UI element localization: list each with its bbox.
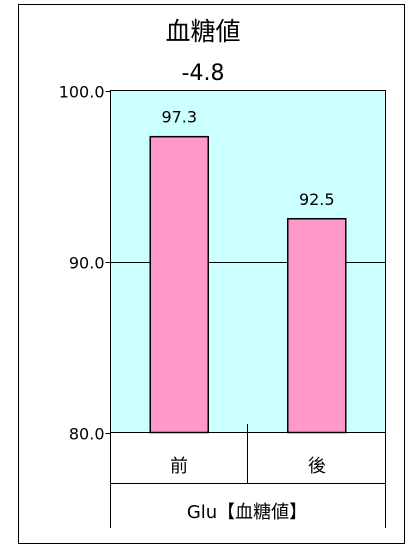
data-label-前: 97.3 [161, 108, 197, 127]
data-labels: 97.3 92.5 [161, 108, 334, 209]
category-label-後: 後 [308, 456, 326, 477]
category-label-前: 前 [170, 456, 188, 477]
data-label-後: 92.5 [299, 190, 335, 209]
y-tick-label: 80.0 [69, 425, 105, 444]
bar-前 [149, 135, 209, 434]
bars [149, 135, 347, 434]
chart-title: 血糖値 [165, 17, 240, 46]
chart-subtitle: -4.8 [182, 61, 225, 86]
y-axis: 80.0 90.0 100.0 [59, 83, 111, 444]
y-tick-label: 90.0 [69, 254, 105, 273]
x-axis-label: Glu【血糖値】 [187, 502, 307, 523]
bar-後 [287, 218, 347, 434]
category-axis-table: 前 後 Glu【血糖値】 [110, 424, 386, 528]
y-tick-label: 100.0 [59, 83, 105, 102]
